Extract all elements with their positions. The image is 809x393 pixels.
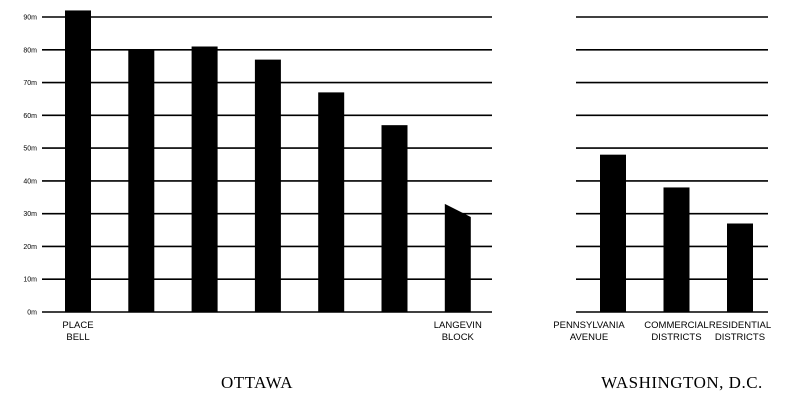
ottawa-panel-title: OTTAWA xyxy=(221,373,293,392)
ottawa-y-tick-label: 70m xyxy=(23,80,37,87)
ottawa-y-tick-label: 30m xyxy=(23,211,37,218)
ottawa-bar xyxy=(254,59,281,312)
washington-category-label: COMMERCIAL DISTRICTS xyxy=(644,320,708,343)
ottawa-y-tick-label: 10m xyxy=(23,277,37,284)
ottawa-y-tick-label: 60m xyxy=(23,113,37,120)
washington-bar xyxy=(663,187,690,312)
ottawa-bar xyxy=(444,203,471,312)
ottawa-bar xyxy=(381,125,408,313)
ottawa-y-tick-label: 90m xyxy=(23,15,37,22)
ottawa-category-label: PLACE BELL xyxy=(62,320,93,343)
washington-panel-title: WASHINGTON, D.C. xyxy=(601,373,763,392)
ottawa-y-tick-label: 80m xyxy=(23,47,37,54)
ottawa-bar xyxy=(65,10,91,312)
ottawa-y-tick-label: 0m xyxy=(27,310,37,317)
ottawa-y-tick-label: 20m xyxy=(23,244,37,251)
ottawa-y-tick-label: 40m xyxy=(23,178,37,185)
ottawa-y-tick-label: 50m xyxy=(23,146,37,153)
washington-bar xyxy=(727,223,753,312)
ottawa-bar xyxy=(128,49,155,313)
ottawa-bar xyxy=(318,92,345,312)
ottawa-panel: 0m 10m 20m 30m 40m 50m 60m 70m 80m 90m PLACE BELL LA… xyxy=(23,10,492,392)
washington-category-label: PENNSYLVANIA AVENUE xyxy=(553,320,625,343)
washington-panel: PENNSYLVANIA AVENUE COMMERCIAL DISTRICTSRES… xyxy=(553,16,771,392)
ottawa-bar xyxy=(191,46,218,312)
washington-category-label: RESIDENTIAL DISTRICTS xyxy=(709,320,771,343)
ottawa-category-label: LANGEVIN BLOCK xyxy=(434,320,482,343)
washington-bar xyxy=(600,154,626,312)
